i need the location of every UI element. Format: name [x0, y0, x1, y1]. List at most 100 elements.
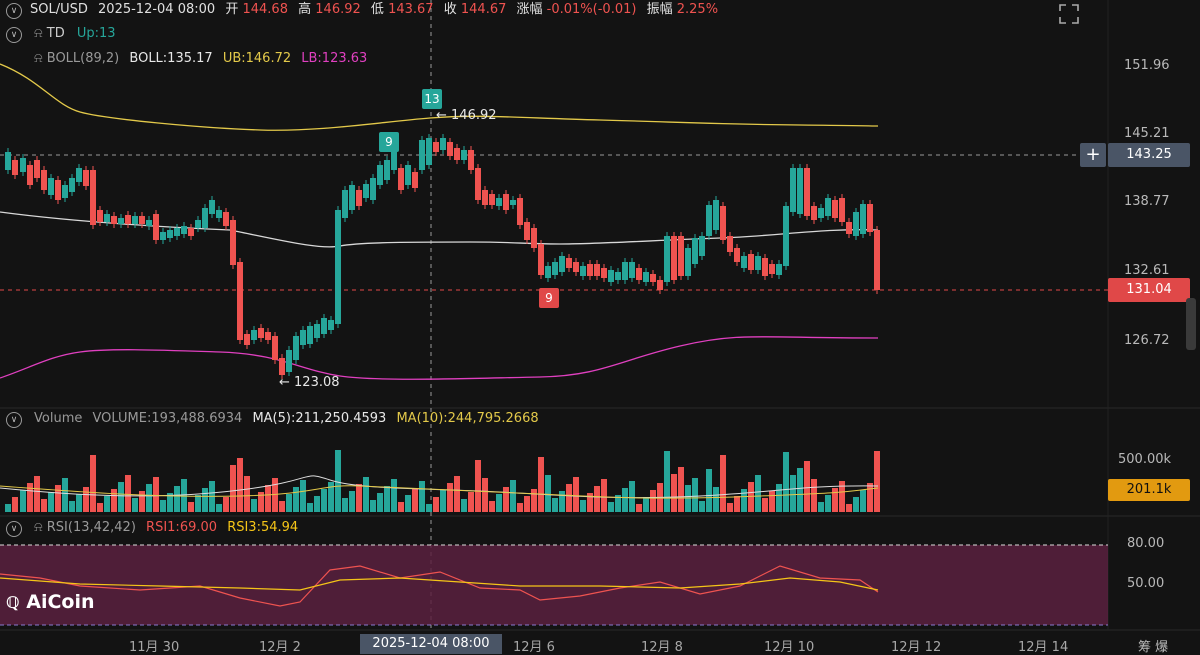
side-scroll-handle[interactable]	[1186, 298, 1196, 350]
volume-bar	[398, 502, 404, 512]
date-highlight: 2025-12-04 08:00	[360, 634, 502, 654]
volume-bar	[97, 503, 103, 512]
volume-bar	[139, 491, 145, 512]
volume-bar	[412, 488, 418, 512]
candle-body	[727, 236, 733, 252]
volume-bar	[734, 496, 740, 512]
volume-bar	[146, 484, 152, 512]
volume-bar	[797, 468, 803, 512]
candle-body	[573, 262, 579, 272]
candle-body	[342, 190, 348, 218]
volume-bar	[517, 503, 523, 512]
candle-body	[685, 248, 691, 276]
candle-body	[195, 220, 201, 228]
candle-body	[559, 256, 565, 272]
rsi-level-mid: 50.00	[1127, 576, 1165, 591]
td-9-green-marker: 9	[379, 132, 399, 152]
volume-bar	[468, 492, 474, 512]
amp-value: 2.25%	[676, 2, 719, 17]
crosshair-price-tag: 143.25	[1108, 143, 1190, 167]
volume-bar	[545, 475, 551, 512]
candle-body	[209, 200, 215, 214]
candle-body	[489, 194, 495, 205]
candle-body	[692, 238, 698, 264]
collapse-main-icon[interactable]: ∨	[6, 3, 22, 19]
candle-body	[846, 222, 852, 234]
volume-bar	[48, 492, 54, 512]
candle-body	[615, 272, 621, 280]
candle-body	[377, 165, 383, 185]
collapse-rsi-icon[interactable]: ∨	[6, 521, 22, 537]
candle-body	[741, 256, 747, 268]
candle-body	[629, 262, 635, 278]
volume-ma10: MA(10):244,795.2668	[396, 411, 539, 426]
volume-bar	[90, 455, 96, 512]
date-tick: 12月 8	[641, 640, 683, 655]
candle-body	[748, 254, 754, 270]
volume-bar	[678, 467, 684, 512]
candle-body	[608, 270, 614, 282]
candle-body	[720, 206, 726, 240]
candle-body	[349, 185, 355, 210]
volume-bar	[356, 484, 362, 512]
candle-body	[34, 160, 40, 178]
boll-upper-line	[0, 63, 879, 131]
candle-body	[706, 205, 712, 236]
td-9-red-marker: 9	[539, 288, 559, 308]
volume-bar	[496, 494, 502, 512]
candle-body	[517, 198, 523, 225]
boll-lb: LB:123.63	[301, 51, 368, 66]
candle-body	[188, 228, 194, 236]
volume-bar	[111, 489, 117, 512]
crosshair-add-button[interactable]: +	[1080, 143, 1106, 167]
volume-bar	[384, 486, 390, 512]
candle-body	[419, 140, 425, 170]
volume-bar	[524, 496, 530, 512]
volume-bar	[244, 476, 250, 512]
candle-body	[636, 268, 642, 280]
candle-body	[251, 330, 257, 340]
low-value: 143.67	[388, 2, 434, 17]
candle-body	[5, 152, 11, 170]
candle-body	[139, 216, 145, 224]
collapse-td-icon[interactable]: ∨	[6, 27, 22, 43]
candle-body	[832, 200, 838, 218]
candle-body	[223, 212, 229, 226]
volume-bar	[132, 498, 138, 512]
footer-right-label[interactable]: 筹 爆	[1138, 640, 1169, 655]
candle-body	[447, 142, 453, 156]
volume-bar	[475, 460, 481, 512]
bell-icon[interactable]: ⍾	[34, 51, 43, 66]
candle-body	[538, 244, 544, 275]
bell-icon[interactable]: ⍾	[34, 520, 43, 535]
volume-bar	[580, 500, 586, 512]
volume-bar	[258, 492, 264, 512]
candle-body	[524, 222, 530, 240]
fullscreen-icon[interactable]	[1058, 3, 1080, 25]
candle-body	[461, 150, 467, 160]
td-value: Up:13	[76, 26, 116, 41]
candle-body	[118, 218, 124, 224]
volume-bar	[531, 489, 537, 512]
candle-body	[97, 210, 103, 222]
volume-bar	[370, 500, 376, 512]
candle-body	[398, 168, 404, 190]
bell-icon[interactable]: ⍾	[34, 26, 43, 41]
volume-bar	[391, 479, 397, 512]
volume-bar	[622, 488, 628, 512]
collapse-volume-icon[interactable]: ∨	[6, 412, 22, 428]
volume-ma10-line	[0, 485, 879, 499]
candle-body	[531, 228, 537, 248]
volume-bar	[251, 499, 257, 512]
candle-body	[69, 178, 75, 192]
volume-bar	[160, 500, 166, 512]
volume-bar	[314, 496, 320, 512]
candle-body	[41, 170, 47, 190]
open-label: 开	[225, 2, 239, 17]
candle-body	[104, 214, 110, 222]
candle-body	[601, 268, 607, 278]
candle-body	[622, 262, 628, 280]
candle-body	[769, 264, 775, 274]
candle-body	[699, 236, 705, 256]
